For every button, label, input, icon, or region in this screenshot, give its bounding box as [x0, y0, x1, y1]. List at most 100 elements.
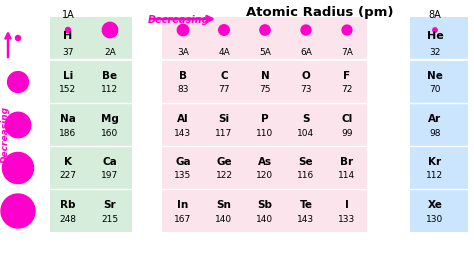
Text: 122: 122: [216, 171, 233, 180]
Text: Cl: Cl: [341, 114, 353, 124]
Bar: [50, 61, 132, 103]
Text: Atomic Radius (pm): Atomic Radius (pm): [246, 6, 394, 19]
Text: 160: 160: [101, 128, 118, 138]
Text: 197: 197: [101, 171, 118, 180]
Text: In: In: [177, 200, 189, 210]
Text: 5A: 5A: [259, 48, 271, 57]
Bar: [50, 190, 132, 232]
Text: 37: 37: [62, 48, 74, 57]
Text: 72: 72: [341, 85, 353, 95]
Text: 75: 75: [259, 85, 271, 95]
Text: Sb: Sb: [257, 200, 273, 210]
Circle shape: [301, 25, 311, 35]
Text: Sn: Sn: [217, 200, 231, 210]
Text: Rb: Rb: [60, 200, 76, 210]
Circle shape: [1, 194, 35, 228]
Text: H: H: [64, 31, 73, 41]
Text: 32: 32: [429, 48, 441, 57]
Text: C: C: [220, 71, 228, 81]
Text: O: O: [301, 71, 310, 81]
Bar: [162, 147, 367, 189]
Text: Decreasing: Decreasing: [0, 106, 9, 163]
Circle shape: [16, 36, 20, 41]
Text: 140: 140: [216, 214, 233, 223]
Text: Te: Te: [300, 200, 312, 210]
Bar: [410, 190, 468, 232]
Text: Ne: Ne: [427, 71, 443, 81]
Bar: [50, 104, 132, 146]
Circle shape: [342, 25, 352, 35]
Text: Ge: Ge: [216, 157, 232, 167]
Text: Be: Be: [102, 71, 118, 81]
Text: 4A: 4A: [218, 48, 230, 57]
Text: 1A: 1A: [62, 10, 74, 20]
Text: 114: 114: [338, 171, 356, 180]
Text: S: S: [302, 114, 310, 124]
Text: 140: 140: [256, 214, 273, 223]
Text: 3A: 3A: [177, 48, 189, 57]
Text: K: K: [64, 157, 72, 167]
Bar: [50, 17, 132, 59]
Text: 215: 215: [101, 214, 118, 223]
Text: Ar: Ar: [428, 114, 442, 124]
Bar: [162, 104, 367, 146]
Bar: [162, 190, 367, 232]
Text: 2A: 2A: [104, 48, 116, 57]
Circle shape: [102, 22, 118, 38]
Text: 248: 248: [60, 214, 76, 223]
Text: F: F: [344, 71, 351, 81]
Text: 143: 143: [298, 214, 315, 223]
Text: Sr: Sr: [104, 200, 116, 210]
Text: 77: 77: [218, 85, 230, 95]
Text: Br: Br: [340, 157, 354, 167]
Bar: [162, 61, 367, 103]
Text: Al: Al: [177, 114, 189, 124]
Circle shape: [8, 72, 28, 92]
Text: 70: 70: [429, 85, 441, 95]
Text: Decreasing: Decreasing: [148, 15, 210, 25]
Text: 152: 152: [59, 85, 77, 95]
Text: Se: Se: [299, 157, 313, 167]
Text: 99: 99: [341, 128, 353, 138]
Bar: [410, 61, 468, 103]
Circle shape: [260, 25, 270, 35]
Bar: [50, 147, 132, 189]
Text: Ga: Ga: [175, 157, 191, 167]
Text: 73: 73: [300, 85, 312, 95]
Text: Xe: Xe: [428, 200, 442, 210]
Bar: [410, 104, 468, 146]
Text: 98: 98: [429, 128, 441, 138]
Bar: [162, 17, 367, 59]
Text: Li: Li: [63, 71, 73, 81]
Text: Mg: Mg: [101, 114, 119, 124]
Text: 135: 135: [174, 171, 191, 180]
Text: Ca: Ca: [103, 157, 118, 167]
Text: 133: 133: [338, 214, 356, 223]
Text: 167: 167: [174, 214, 191, 223]
Text: 104: 104: [298, 128, 315, 138]
Text: B: B: [179, 71, 187, 81]
Text: 117: 117: [215, 128, 233, 138]
Text: As: As: [258, 157, 272, 167]
Circle shape: [219, 25, 229, 35]
Text: P: P: [261, 114, 269, 124]
Text: 116: 116: [297, 171, 315, 180]
Circle shape: [433, 28, 437, 32]
Text: 227: 227: [60, 171, 76, 180]
Text: 120: 120: [256, 171, 273, 180]
Text: Si: Si: [219, 114, 229, 124]
Text: Na: Na: [60, 114, 76, 124]
Text: 6A: 6A: [300, 48, 312, 57]
Text: 83: 83: [177, 85, 189, 95]
Circle shape: [177, 24, 189, 36]
Text: 112: 112: [427, 171, 444, 180]
Text: 112: 112: [101, 85, 118, 95]
Text: He: He: [427, 31, 443, 41]
Text: 7A: 7A: [341, 48, 353, 57]
Text: Kr: Kr: [428, 157, 442, 167]
Circle shape: [2, 152, 34, 183]
Circle shape: [5, 112, 31, 138]
Text: 130: 130: [427, 214, 444, 223]
Text: 186: 186: [59, 128, 77, 138]
Circle shape: [65, 28, 71, 33]
